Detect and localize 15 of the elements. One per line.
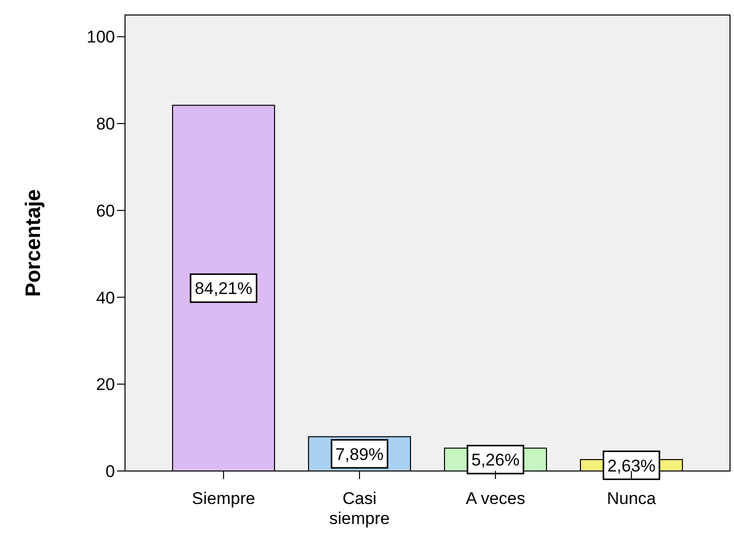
x-tick-label: A veces [466,489,526,508]
y-tick-label: 0 [106,462,115,481]
y-tick-label: 20 [96,375,115,394]
y-tick-label: 60 [96,201,115,220]
y-axis-title: Porcentaje [22,189,45,297]
data-label: 84,21% [194,279,252,298]
x-tick-label: Siempre [192,489,256,508]
data-label: 5,26% [471,450,520,470]
y-tick-label: 100 [86,28,115,47]
data-label: 2,63% [607,456,656,476]
y-tick-label: 40 [96,288,115,308]
x-tick-label: Casi siempre [329,489,390,528]
y-tick-label: 80 [96,114,115,134]
data-label: 7,89% [335,444,384,464]
x-tick-label: Nunca [606,489,657,508]
